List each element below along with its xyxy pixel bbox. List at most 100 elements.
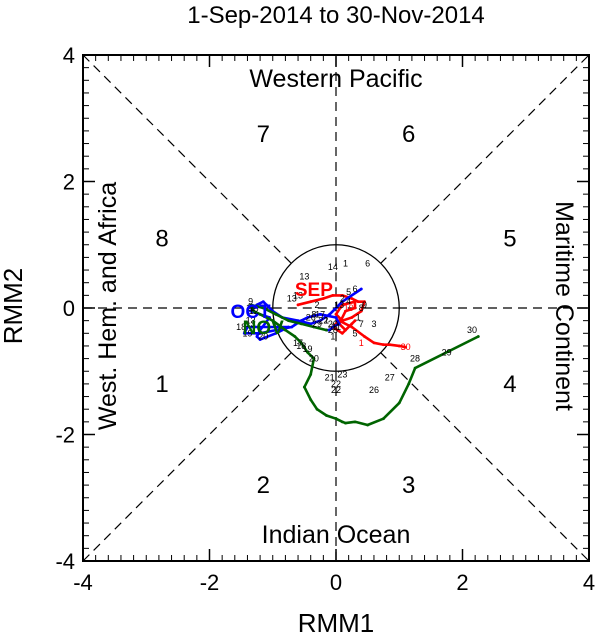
- day-label: 28: [410, 354, 420, 364]
- day-label: 14: [328, 262, 338, 272]
- series-point-nov: [344, 421, 347, 425]
- series-point-nov: [397, 401, 401, 405]
- x-axis-label: RMM1: [298, 608, 375, 638]
- day-label: 9: [362, 300, 367, 310]
- day-label: 5: [352, 328, 357, 338]
- chart-title: 1-Sep-2014 to 30-Nov-2014: [187, 2, 485, 29]
- series-point-nov: [382, 417, 385, 421]
- series-point-nov: [325, 328, 328, 332]
- day-label: 13: [334, 300, 344, 310]
- day-label: 9: [248, 297, 253, 307]
- series-point-nov: [340, 420, 344, 424]
- series-point-oct: [334, 316, 338, 319]
- y-tick-label: 0: [63, 296, 75, 321]
- x-tick-label: -4: [73, 570, 93, 595]
- day-label: 22: [331, 385, 341, 395]
- series-point-oct: [258, 331, 262, 335]
- series-point-nov: [284, 328, 287, 332]
- series-point-sep: [340, 293, 344, 297]
- series-point-nov: [274, 312, 278, 316]
- day-label: 11: [246, 303, 255, 313]
- day-label: 26: [369, 385, 379, 395]
- series-point-oct: [359, 287, 363, 291]
- y-tick-label: -4: [55, 549, 75, 574]
- y-tick-label: -2: [55, 423, 75, 448]
- series-point-nov: [252, 309, 256, 313]
- series-point-oct: [318, 319, 322, 323]
- series-point-nov: [325, 414, 328, 417]
- series-point-sep: [350, 316, 354, 319]
- series-point-oct: [309, 322, 313, 326]
- day-label: 12: [249, 306, 259, 316]
- series-point-oct: [290, 325, 294, 329]
- series-point-sep: [296, 303, 300, 307]
- day-label: 17: [293, 338, 303, 348]
- day-label: 29: [442, 347, 452, 357]
- series-point-nov: [309, 373, 313, 376]
- series-point-oct: [318, 312, 322, 316]
- series-point-nov: [299, 322, 303, 326]
- series-point-sep: [340, 331, 344, 335]
- day-label: 4: [346, 297, 351, 307]
- day-label: 10: [344, 303, 354, 313]
- series-line-sep: [296, 294, 407, 349]
- y-tick-label: 4: [63, 43, 75, 68]
- series-point-oct: [331, 325, 335, 329]
- series-point-sep: [363, 300, 366, 304]
- phase-number-7: 7: [257, 121, 270, 148]
- day-label: 8: [311, 309, 316, 319]
- series-point-oct: [299, 319, 303, 323]
- series-point-oct: [328, 312, 332, 316]
- series-point-oct: [258, 338, 262, 342]
- series-point-sep: [353, 306, 357, 310]
- series-point-sep: [404, 345, 407, 349]
- day-label: 31: [331, 322, 341, 332]
- series-line-nov: [249, 303, 480, 427]
- day-label: 1: [324, 316, 329, 326]
- y-axis-label: RMM2: [0, 268, 28, 345]
- day-label: 22: [331, 379, 341, 389]
- series-point-sep: [388, 343, 392, 347]
- series-point-oct: [242, 331, 246, 335]
- series-point-sep: [397, 344, 401, 348]
- series-point-nov: [413, 366, 417, 370]
- series-point-sep: [382, 343, 385, 347]
- x-tick-label: 2: [456, 570, 468, 595]
- day-label: 20: [328, 319, 338, 329]
- series-point-sep: [309, 300, 313, 304]
- series-point-oct: [255, 335, 259, 338]
- day-label: 6: [352, 284, 357, 294]
- x-tick-label: -2: [200, 570, 220, 595]
- series-point-oct: [296, 319, 300, 323]
- series-point-sep: [356, 300, 360, 304]
- phase-number-2: 2: [257, 472, 270, 499]
- series-point-nov: [366, 423, 370, 427]
- series-point-nov: [309, 398, 313, 402]
- series-point-oct: [274, 328, 278, 332]
- day-label: 7: [359, 319, 364, 329]
- series-point-oct: [249, 309, 253, 313]
- day-label: 28: [328, 325, 338, 335]
- series-point-sep: [350, 325, 354, 329]
- day-label: 23: [337, 369, 347, 379]
- series-point-nov: [476, 335, 480, 338]
- series-point-sep: [372, 341, 376, 345]
- series-point-sep: [340, 319, 344, 323]
- series-point-sep: [353, 300, 357, 304]
- region-bottom-label: Indian Ocean: [262, 521, 411, 549]
- phase-number-1: 1: [155, 371, 168, 398]
- day-label: 13: [293, 290, 303, 300]
- phase-number-4: 4: [503, 371, 516, 398]
- series-point-oct: [340, 300, 344, 304]
- phase-number-5: 5: [503, 225, 516, 252]
- day-label: 8: [359, 303, 364, 313]
- day-label: 21: [325, 373, 335, 383]
- series-point-oct: [306, 316, 309, 319]
- day-label: 19: [242, 328, 252, 338]
- series-point-nov: [353, 420, 357, 424]
- day-label: 20: [258, 331, 268, 341]
- series-point-nov: [306, 350, 309, 354]
- day-label: 30: [401, 342, 411, 352]
- series-point-nov: [299, 341, 303, 345]
